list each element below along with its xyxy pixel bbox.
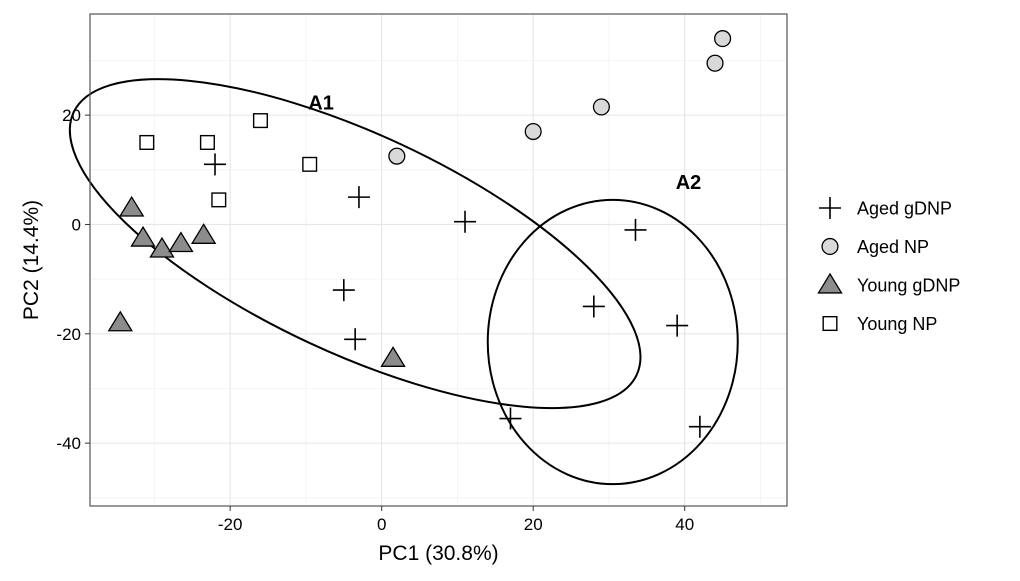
ellipse-a1 — [68, 78, 642, 410]
legend-label: Aged gDNP — [857, 199, 952, 219]
point-young-gdnp — [190, 223, 217, 244]
point-aged-gdnp — [499, 407, 522, 430]
point-aged-np — [524, 122, 542, 141]
legend-label: Aged NP — [857, 237, 929, 257]
legend-item-young-gdnp: Young gDNP — [817, 272, 960, 296]
point-young-gdnp — [130, 225, 156, 247]
point-aged-gdnp — [347, 186, 370, 209]
cluster-annotations: A1 A2 — [308, 93, 701, 194]
axes: -20 0 20 40 -40 -20 0 20 — [56, 106, 694, 534]
legend-key-young-gdnp — [817, 272, 843, 294]
point-aged-gdnp — [332, 279, 355, 302]
x-tick-label: 0 — [377, 515, 386, 534]
legend-item-aged-gdnp: Aged gDNP — [819, 197, 952, 219]
point-young-np — [302, 156, 318, 172]
grid-lines — [90, 14, 787, 506]
x-axis-title: PC1 (30.8%) — [378, 542, 498, 565]
legend: Aged gDNP Aged NP Young gDNP Young NP — [817, 197, 960, 334]
point-young-gdnp — [107, 310, 134, 332]
legend-label: Young gDNP — [857, 276, 960, 296]
plot-panel — [90, 14, 787, 506]
point-aged-np — [388, 147, 406, 165]
point-young-np — [252, 113, 268, 129]
point-aged-gdnp — [688, 415, 711, 438]
series-young-np — [139, 113, 318, 208]
annotation-a2: A2 — [676, 172, 702, 194]
point-aged-np — [706, 54, 724, 72]
ellipse-a2 — [486, 198, 739, 486]
legend-item-young-np: Young NP — [822, 314, 937, 334]
x-tick-label: 20 — [524, 515, 543, 534]
series-young-gdnp — [107, 195, 406, 367]
point-young-gdnp — [380, 346, 406, 367]
legend-key-aged-np — [821, 237, 839, 256]
series-aged-np — [388, 30, 732, 165]
point-young-gdnp — [118, 195, 145, 217]
legend-label: Young NP — [857, 314, 937, 334]
point-aged-gdnp — [666, 314, 689, 337]
point-young-np — [199, 134, 215, 150]
legend-key-aged-gdnp — [819, 197, 841, 219]
point-aged-np — [714, 30, 732, 48]
x-tick-label: 40 — [675, 515, 694, 534]
point-young-gdnp — [149, 236, 175, 258]
point-aged-gdnp — [582, 295, 605, 318]
y-tick-label: -20 — [56, 325, 81, 344]
point-young-np — [211, 192, 227, 208]
x-tick-label: -20 — [218, 515, 243, 534]
data-points — [107, 30, 732, 438]
plot-border — [89, 13, 788, 507]
point-aged-np — [592, 98, 610, 116]
point-aged-gdnp — [454, 210, 477, 233]
point-young-gdnp — [168, 231, 194, 253]
cluster-ellipses — [68, 78, 739, 486]
series-aged-gdnp — [204, 153, 711, 438]
point-aged-gdnp — [624, 218, 647, 241]
y-tick-label: 0 — [72, 215, 81, 234]
y-tick-label: -40 — [56, 434, 81, 453]
legend-key-young-np — [822, 315, 838, 332]
annotation-a1: A1 — [308, 93, 334, 115]
point-aged-gdnp — [344, 328, 367, 351]
point-young-np — [139, 134, 155, 150]
y-tick-label: 20 — [62, 106, 81, 125]
y-axis-title: PC2 (14.4%) — [20, 200, 43, 320]
legend-item-aged-np: Aged NP — [821, 237, 929, 257]
point-aged-gdnp — [204, 153, 227, 176]
